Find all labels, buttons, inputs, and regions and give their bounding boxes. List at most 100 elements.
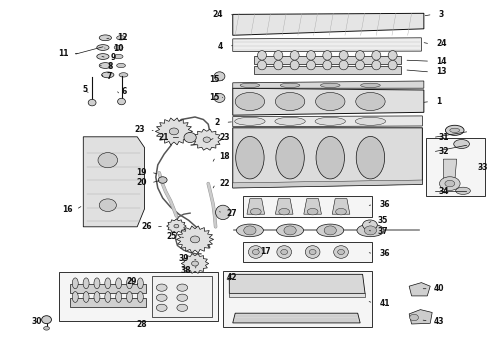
Text: 10: 10: [113, 44, 123, 53]
Text: 37: 37: [377, 227, 388, 236]
Text: 29: 29: [127, 277, 137, 286]
Text: 18: 18: [220, 152, 230, 161]
Text: 3: 3: [439, 10, 444, 19]
Ellipse shape: [156, 294, 167, 301]
Ellipse shape: [361, 83, 380, 87]
Polygon shape: [247, 199, 265, 214]
Ellipse shape: [450, 128, 460, 132]
Ellipse shape: [356, 136, 385, 179]
Ellipse shape: [156, 284, 167, 291]
Text: 40: 40: [434, 284, 444, 293]
Bar: [223, 271, 372, 327]
Ellipse shape: [174, 224, 179, 228]
Polygon shape: [254, 66, 401, 74]
Ellipse shape: [192, 261, 198, 266]
Polygon shape: [443, 159, 457, 182]
Text: 15: 15: [209, 75, 220, 84]
Ellipse shape: [116, 292, 122, 302]
Text: 25: 25: [166, 233, 176, 241]
Polygon shape: [181, 254, 209, 273]
Ellipse shape: [42, 316, 51, 324]
Ellipse shape: [410, 314, 418, 321]
Ellipse shape: [158, 177, 167, 183]
Text: 23: 23: [134, 125, 145, 134]
Ellipse shape: [94, 278, 100, 289]
Polygon shape: [254, 56, 401, 64]
Ellipse shape: [365, 226, 377, 235]
Polygon shape: [233, 38, 421, 51]
Polygon shape: [229, 293, 365, 297]
Ellipse shape: [177, 284, 188, 291]
Ellipse shape: [156, 304, 167, 311]
Ellipse shape: [324, 226, 336, 235]
Polygon shape: [233, 88, 424, 115]
Ellipse shape: [372, 51, 381, 60]
Text: 9: 9: [110, 53, 116, 62]
Ellipse shape: [83, 278, 89, 289]
Ellipse shape: [235, 117, 265, 125]
Bar: [59, 272, 218, 321]
Ellipse shape: [137, 292, 144, 302]
Ellipse shape: [190, 236, 200, 243]
Ellipse shape: [114, 45, 123, 50]
Ellipse shape: [237, 224, 264, 237]
Text: 30: 30: [31, 317, 42, 325]
Ellipse shape: [356, 51, 365, 60]
Polygon shape: [233, 128, 422, 188]
Ellipse shape: [214, 94, 225, 102]
Ellipse shape: [284, 226, 296, 235]
Ellipse shape: [98, 153, 118, 168]
Ellipse shape: [126, 292, 132, 302]
Ellipse shape: [94, 292, 100, 302]
Ellipse shape: [236, 136, 264, 179]
Text: 42: 42: [226, 274, 237, 282]
Text: 22: 22: [220, 179, 230, 188]
Ellipse shape: [281, 249, 288, 255]
Text: 34: 34: [439, 187, 449, 196]
Ellipse shape: [99, 35, 111, 41]
Ellipse shape: [250, 208, 261, 215]
Polygon shape: [332, 199, 350, 214]
Ellipse shape: [258, 60, 267, 70]
Ellipse shape: [235, 93, 265, 111]
Polygon shape: [233, 116, 422, 127]
Text: 38: 38: [180, 266, 191, 275]
Ellipse shape: [117, 36, 125, 40]
Ellipse shape: [114, 54, 123, 59]
Ellipse shape: [307, 60, 316, 70]
Ellipse shape: [216, 205, 230, 220]
Text: 16: 16: [62, 205, 73, 214]
Text: 27: 27: [226, 209, 237, 217]
Ellipse shape: [339, 60, 348, 70]
Ellipse shape: [323, 51, 332, 60]
Ellipse shape: [44, 327, 49, 330]
Text: 1: 1: [436, 97, 441, 106]
Ellipse shape: [317, 224, 344, 237]
Bar: [152, 276, 212, 317]
Ellipse shape: [356, 60, 365, 70]
Text: 2: 2: [214, 118, 220, 127]
Ellipse shape: [105, 278, 111, 289]
Polygon shape: [409, 310, 432, 324]
Bar: [426, 138, 485, 196]
Ellipse shape: [334, 246, 348, 258]
Bar: [243, 196, 372, 217]
Text: 41: 41: [380, 299, 390, 307]
Polygon shape: [304, 199, 321, 214]
Ellipse shape: [105, 292, 111, 302]
Ellipse shape: [276, 224, 304, 237]
Ellipse shape: [126, 278, 132, 289]
Text: 19: 19: [137, 167, 147, 176]
Ellipse shape: [137, 278, 144, 289]
Text: 20: 20: [137, 178, 147, 187]
Ellipse shape: [279, 208, 290, 215]
Text: 13: 13: [436, 68, 446, 77]
Polygon shape: [233, 81, 424, 88]
Text: 35: 35: [377, 216, 388, 225]
Text: 5: 5: [82, 85, 87, 94]
Ellipse shape: [184, 132, 196, 143]
Text: 36: 36: [380, 200, 390, 209]
Polygon shape: [70, 298, 146, 307]
Ellipse shape: [338, 249, 344, 255]
Text: 21: 21: [159, 133, 169, 142]
